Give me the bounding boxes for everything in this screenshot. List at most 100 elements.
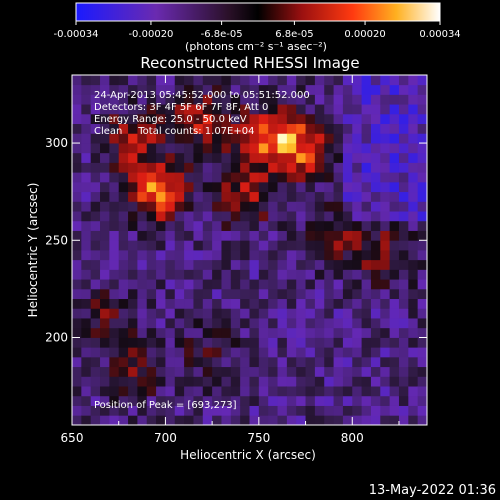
heatmap-cell [380, 152, 391, 163]
heatmap-cell [90, 250, 101, 261]
heatmap-cell [361, 279, 372, 290]
heatmap-cell [296, 308, 306, 319]
heatmap-cell [258, 366, 269, 377]
heatmap-cell [184, 113, 194, 125]
heatmap-cell [296, 327, 306, 338]
heatmap-cell [90, 133, 101, 144]
heatmap-cell [128, 230, 138, 241]
heatmap-cell [146, 191, 157, 202]
heatmap-cell [258, 230, 269, 241]
heatmap-cell [193, 250, 204, 261]
heatmap-cell [296, 288, 306, 300]
heatmap-cell [109, 308, 120, 319]
heatmap-cell [417, 366, 428, 377]
heatmap-cell [389, 152, 400, 163]
heatmap-cell [258, 172, 269, 183]
heatmap-cell [100, 240, 110, 251]
heatmap-cell [184, 143, 194, 154]
heatmap-cell [165, 113, 176, 125]
heatmap-cell [212, 318, 222, 329]
heatmap-cell [305, 279, 316, 290]
heatmap-cell [109, 211, 120, 222]
heatmap-cell [370, 152, 381, 163]
heatmap-cell [389, 327, 400, 338]
heatmap-cell [184, 75, 194, 86]
heatmap-cell [398, 181, 409, 193]
heatmap-cell [249, 152, 260, 163]
heatmap-cell [90, 84, 101, 95]
heatmap-cell [249, 220, 260, 231]
heatmap-cell [72, 366, 82, 377]
heatmap-cell [417, 123, 428, 134]
heatmap-cell [277, 143, 288, 154]
heatmap-cell [156, 386, 166, 397]
heatmap-cell [268, 347, 278, 358]
heatmap-cell [258, 259, 269, 270]
heatmap-cell [314, 211, 325, 222]
colorbar [75, 2, 441, 22]
heatmap-cell [128, 201, 138, 212]
heatmap-cell [165, 376, 176, 387]
heatmap-cell [109, 288, 120, 300]
heatmap-cell [286, 75, 297, 86]
heatmap-cell [380, 395, 391, 406]
heatmap-cell [146, 250, 157, 261]
heatmap-cell [100, 75, 110, 86]
heatmap-cell [277, 104, 288, 115]
heatmap-cell [249, 366, 260, 377]
heatmap-cell [174, 279, 185, 290]
heatmap-cell [286, 220, 297, 231]
heatmap-cell [249, 84, 260, 95]
heatmap-cell [389, 191, 400, 202]
heatmap-cell [118, 415, 129, 426]
heatmap-cell [361, 113, 372, 125]
heatmap-cell [165, 84, 176, 95]
heatmap-cell [417, 386, 428, 397]
heatmap-cell [370, 123, 381, 134]
heatmap-cell [389, 113, 400, 125]
heatmap-cell [100, 211, 110, 222]
heatmap-cell [221, 211, 232, 222]
heatmap-cell [286, 240, 297, 251]
heatmap-cell [212, 250, 222, 261]
heatmap-cell [314, 162, 325, 173]
heatmap-cell [305, 152, 316, 163]
heatmap-cell [398, 386, 409, 397]
heatmap-cell [389, 337, 400, 348]
heatmap-cell [212, 240, 222, 251]
heatmap-cell [202, 366, 213, 377]
heatmap-cell [193, 162, 204, 173]
heatmap-cell [202, 104, 213, 115]
heatmap-cell [389, 94, 400, 105]
heatmap-cell [165, 220, 176, 231]
heatmap-cell [398, 201, 409, 212]
heatmap-cell [389, 123, 400, 134]
heatmap-cell [333, 327, 344, 338]
heatmap-cell [230, 123, 241, 134]
heatmap-cell [361, 318, 372, 329]
heatmap-cell [165, 405, 176, 416]
heatmap-cell [128, 415, 138, 426]
heatmap-cell [277, 376, 288, 387]
heatmap-cell [90, 191, 101, 202]
heatmap-cell [268, 230, 278, 241]
heatmap-cell [324, 415, 334, 426]
heatmap-cell [165, 94, 176, 105]
heatmap-cell [352, 201, 363, 212]
heatmap-cell [230, 366, 241, 377]
heatmap-cell [81, 318, 92, 329]
heatmap-cell [109, 395, 120, 406]
heatmap-cell [100, 191, 110, 202]
heatmap-cell [128, 181, 138, 193]
heatmap-cell [72, 123, 82, 134]
heatmap-cell [128, 356, 138, 368]
heatmap-cell [370, 356, 381, 368]
heatmap-cell [380, 172, 391, 183]
heatmap-cell [90, 356, 101, 368]
heatmap-cell [408, 240, 419, 251]
heatmap-cell [408, 152, 419, 163]
heatmap-cell [417, 327, 428, 338]
heatmap-cell [277, 191, 288, 202]
heatmap-cell [184, 211, 194, 222]
heatmap-cell [137, 356, 148, 368]
